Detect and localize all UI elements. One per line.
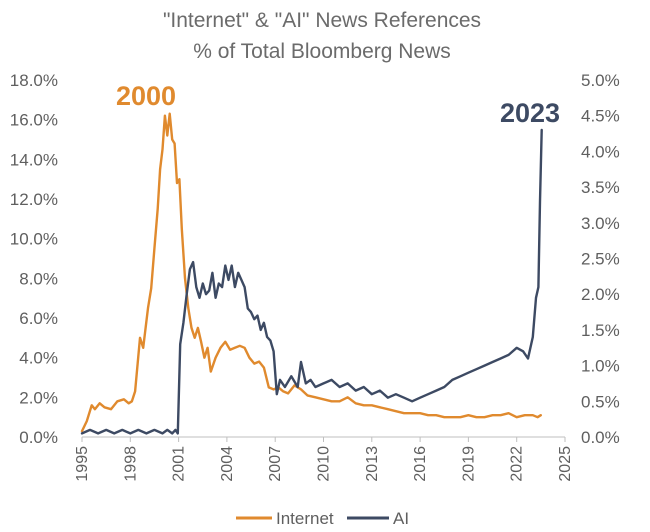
y-left-tick-label: 18.0% <box>10 71 58 90</box>
x-tick-label: 2004 <box>219 446 236 482</box>
series-line-internet <box>80 112 542 433</box>
legend-ai-label: AI <box>393 509 409 528</box>
y-right-tick-label: 2.0% <box>581 285 620 304</box>
x-tick-label: 1998 <box>122 446 139 482</box>
y-right-tick-label: 1.5% <box>581 321 620 340</box>
axes: 1995 1998 2001 2004 2007 2010 2013 2016 2019 2022… <box>10 71 620 482</box>
y-left-tick-label: 16.0% <box>10 111 58 130</box>
x-tick-label: 2025 <box>557 446 574 482</box>
y-right-tick-label: 3.0% <box>581 214 620 233</box>
annotation-2000: 2000 <box>116 81 176 111</box>
x-tick-label: 2001 <box>171 446 188 482</box>
y-left-tick-label: 10.0% <box>10 230 58 249</box>
y-right-tick-label: 4.5% <box>581 107 620 126</box>
y-left-tick-label: 14.0% <box>10 150 58 169</box>
y-right-tick-label: 4.0% <box>581 142 620 161</box>
x-tick-label: 2016 <box>412 446 429 482</box>
x-tick-label: 2007 <box>267 446 284 482</box>
y-right-tick-label: 0.0% <box>581 428 620 447</box>
y-right-tick-label: 3.5% <box>581 178 620 197</box>
x-tick-label: 2010 <box>316 446 333 482</box>
x-tick-label: 2022 <box>509 446 526 482</box>
y-left-tick-label: 0.0% <box>19 428 58 447</box>
legend: Internet AI <box>236 509 409 528</box>
chart-title: "Internet" & "AI" News References <box>163 9 481 32</box>
x-tick-label: 2019 <box>460 446 477 482</box>
legend-internet-label: Internet <box>276 509 334 528</box>
y-left-tick-label: 4.0% <box>19 349 58 368</box>
series-layer <box>80 112 543 435</box>
y-right-tick-label: 1.0% <box>581 357 620 376</box>
y-right-tick-label: 0.5% <box>581 392 620 411</box>
x-tick-label: 2013 <box>364 446 381 482</box>
y-right-tick-label: 2.5% <box>581 250 620 269</box>
annotation-2023: 2023 <box>500 98 560 128</box>
y-left-tick-label: 2.0% <box>19 388 58 407</box>
x-tick-label: 1995 <box>74 446 91 482</box>
y-right-tick-label: 5.0% <box>581 71 620 90</box>
y-left-tick-label: 8.0% <box>19 269 58 288</box>
series-line-ai <box>80 128 543 435</box>
chart-subtitle: % of Total Bloomberg News <box>193 40 451 63</box>
y-left-tick-label: 6.0% <box>19 309 58 328</box>
y-left-tick-label: 12.0% <box>10 190 58 209</box>
